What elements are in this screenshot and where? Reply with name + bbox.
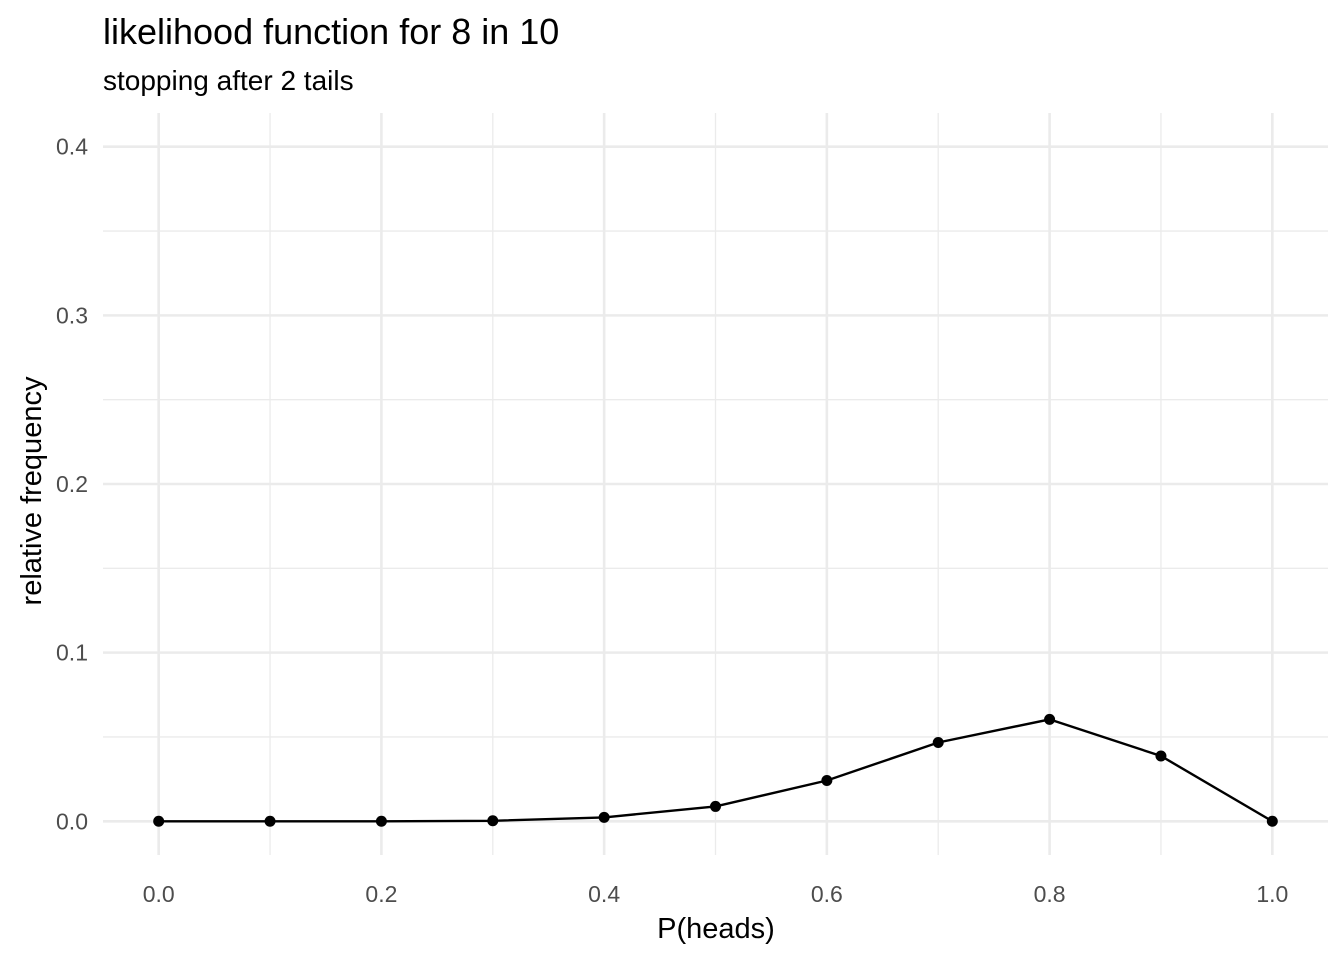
- y-tick-label: 0.0: [56, 808, 88, 834]
- data-point: [1155, 750, 1167, 762]
- chart-subtitle: stopping after 2 tails: [103, 65, 354, 96]
- y-tick-label: 0.2: [56, 471, 88, 497]
- x-axis-tick-labels: 0.0 0.2 0.4 0.6 0.8 1.0: [143, 881, 1289, 907]
- data-point: [821, 774, 833, 786]
- x-tick-label: 0.2: [365, 881, 397, 907]
- y-tick-label: 0.1: [56, 640, 88, 666]
- y-tick-label: 0.3: [56, 302, 88, 328]
- y-axis-tick-labels: 0.0 0.1 0.2 0.3 0.4: [56, 134, 88, 835]
- data-point: [487, 815, 499, 827]
- x-tick-label: 0.4: [588, 881, 620, 907]
- data-point: [153, 815, 165, 827]
- x-tick-label: 1.0: [1256, 881, 1288, 907]
- data-point: [375, 815, 387, 827]
- grid-layer: [103, 113, 1328, 855]
- series-layer: [153, 713, 1278, 827]
- chart-title: likelihood function for 8 in 10: [103, 11, 559, 52]
- data-point: [932, 737, 944, 749]
- x-tick-label: 0.6: [811, 881, 843, 907]
- data-point: [1044, 713, 1056, 725]
- x-tick-label: 0.0: [143, 881, 175, 907]
- y-axis-title: relative frequency: [16, 376, 48, 605]
- y-tick-label: 0.4: [56, 134, 88, 160]
- x-axis-title: P(heads): [657, 913, 775, 945]
- data-point: [710, 800, 721, 812]
- data-point: [264, 815, 276, 827]
- data-point: [598, 811, 610, 823]
- data-point: [1266, 815, 1278, 827]
- x-tick-label: 0.8: [1034, 881, 1066, 907]
